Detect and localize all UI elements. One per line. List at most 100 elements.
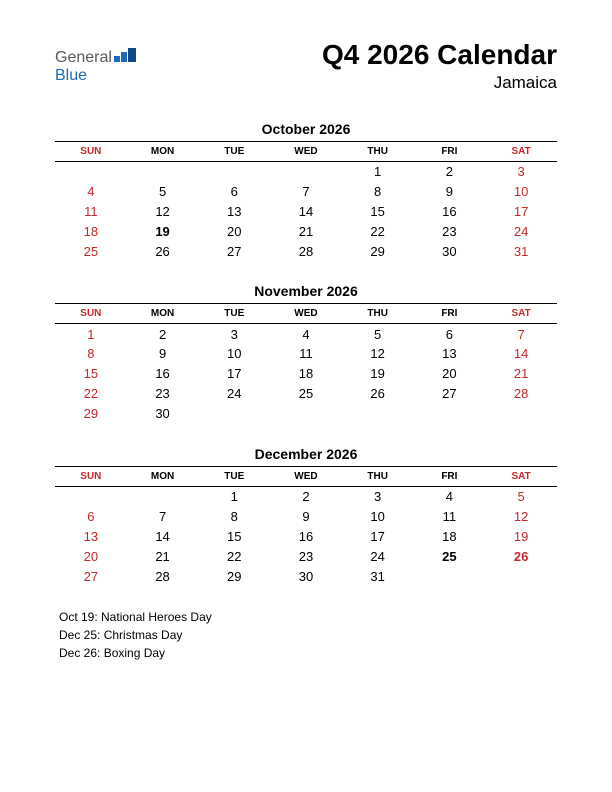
calendar-cell-empty (485, 404, 557, 424)
calendar-cell: 28 (127, 566, 199, 586)
calendar-cell: 14 (270, 201, 342, 221)
calendar-cell-empty (270, 404, 342, 424)
calendar-cell: 7 (127, 506, 199, 526)
month-title: December 2026 (55, 446, 557, 462)
calendar-cell: 16 (127, 364, 199, 384)
calendar-cell-empty (127, 486, 199, 506)
calendar-cell: 3 (198, 324, 270, 344)
calendar-cell: 15 (198, 526, 270, 546)
calendar-cell: 2 (414, 161, 486, 181)
day-header: FRI (414, 304, 486, 324)
calendar-cell: 21 (127, 546, 199, 566)
calendar-cell-empty (55, 161, 127, 181)
calendar-cell: 20 (414, 364, 486, 384)
calendar-table: SUNMONTUEWEDTHUFRISAT1234567891011121314… (55, 303, 557, 424)
month-block: November 2026SUNMONTUEWEDTHUFRISAT123456… (55, 283, 557, 424)
calendar-cell: 14 (485, 344, 557, 364)
calendar-cell: 9 (127, 344, 199, 364)
calendar-cell: 7 (485, 324, 557, 344)
calendar-cell: 7 (270, 181, 342, 201)
holiday-line: Oct 19: National Heroes Day (59, 608, 557, 626)
day-header: WED (270, 141, 342, 161)
calendar-cell: 28 (485, 384, 557, 404)
calendar-cell: 20 (198, 221, 270, 241)
day-header: TUE (198, 466, 270, 486)
calendar-cell: 11 (270, 344, 342, 364)
calendar-cell: 15 (55, 364, 127, 384)
calendar-cell: 1 (55, 324, 127, 344)
calendar-cell: 6 (198, 181, 270, 201)
calendar-cell: 23 (270, 546, 342, 566)
calendar-cell: 29 (198, 566, 270, 586)
logo-text-general: General (55, 49, 112, 66)
holiday-line: Dec 25: Christmas Day (59, 626, 557, 644)
calendar-cell: 5 (485, 486, 557, 506)
calendar-cell-empty (127, 161, 199, 181)
calendar-cell: 9 (270, 506, 342, 526)
day-header: THU (342, 466, 414, 486)
day-header: FRI (414, 466, 486, 486)
calendar-cell: 15 (342, 201, 414, 221)
calendar-cell: 26 (127, 241, 199, 261)
header: General Blue Q4 2026 Calendar Jamaica (55, 40, 557, 93)
calendar-cell: 13 (55, 526, 127, 546)
calendar-cell: 26 (485, 546, 557, 566)
calendar-cell: 6 (414, 324, 486, 344)
calendar-cell: 29 (342, 241, 414, 261)
calendar-cell: 11 (414, 506, 486, 526)
day-header: FRI (414, 141, 486, 161)
calendar-cell-empty (414, 404, 486, 424)
month-title: November 2026 (55, 283, 557, 299)
calendar-cell: 24 (342, 546, 414, 566)
calendar-cell: 22 (342, 221, 414, 241)
calendar-cell: 4 (270, 324, 342, 344)
page-title: Q4 2026 Calendar (322, 40, 557, 71)
months-container: October 2026SUNMONTUEWEDTHUFRISAT1234567… (55, 121, 557, 587)
calendar-cell: 20 (55, 546, 127, 566)
calendar-cell: 23 (127, 384, 199, 404)
calendar-cell: 2 (270, 486, 342, 506)
calendar-cell-empty (270, 161, 342, 181)
calendar-cell: 18 (55, 221, 127, 241)
calendar-cell: 29 (55, 404, 127, 424)
calendar-cell-empty (485, 566, 557, 586)
calendar-cell: 19 (127, 221, 199, 241)
day-header: SAT (485, 466, 557, 486)
calendar-cell: 27 (198, 241, 270, 261)
calendar-cell: 18 (270, 364, 342, 384)
calendar-cell: 25 (414, 546, 486, 566)
month-title: October 2026 (55, 121, 557, 137)
calendar-cell: 5 (342, 324, 414, 344)
calendar-cell-empty (414, 566, 486, 586)
day-header: SUN (55, 304, 127, 324)
title-block: Q4 2026 Calendar Jamaica (322, 40, 557, 93)
day-header: MON (127, 466, 199, 486)
calendar-cell: 24 (485, 221, 557, 241)
calendar-cell: 3 (485, 161, 557, 181)
calendar-cell: 27 (55, 566, 127, 586)
calendar-cell: 17 (485, 201, 557, 221)
calendar-cell: 8 (198, 506, 270, 526)
day-header: SAT (485, 304, 557, 324)
calendar-table: SUNMONTUEWEDTHUFRISAT1234567891011121314… (55, 141, 557, 262)
day-header: SUN (55, 141, 127, 161)
calendar-cell: 14 (127, 526, 199, 546)
calendar-cell: 16 (414, 201, 486, 221)
day-header: THU (342, 304, 414, 324)
calendar-cell: 4 (55, 181, 127, 201)
calendar-cell-empty (55, 486, 127, 506)
day-header: SAT (485, 141, 557, 161)
calendar-cell: 3 (342, 486, 414, 506)
day-header: WED (270, 466, 342, 486)
day-header: MON (127, 141, 199, 161)
calendar-cell: 13 (414, 344, 486, 364)
day-header: TUE (198, 304, 270, 324)
calendar-cell: 31 (342, 566, 414, 586)
calendar-cell: 27 (414, 384, 486, 404)
calendar-cell: 19 (342, 364, 414, 384)
holiday-line: Dec 26: Boxing Day (59, 644, 557, 662)
calendar-cell: 12 (342, 344, 414, 364)
calendar-cell: 1 (342, 161, 414, 181)
calendar-cell: 13 (198, 201, 270, 221)
calendar-cell: 19 (485, 526, 557, 546)
